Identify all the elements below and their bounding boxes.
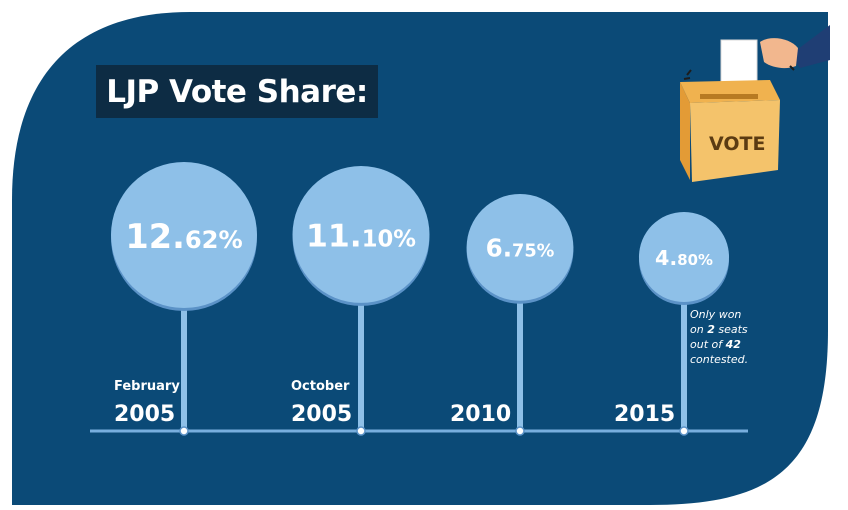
value-label-dec: 62% [185,226,243,254]
note-line-2-post: seats [714,323,748,336]
axis-dot [679,426,689,436]
axis-dot [515,426,525,436]
note-line-1: Only won [690,308,742,321]
bubble-stem [358,298,364,431]
note-seats-won: 2 [707,323,715,336]
value-label-int: 11. [306,218,362,254]
note-line-4: contested. [690,353,749,366]
axis-dot [356,426,366,436]
bubble-mark [111,162,257,308]
bubble-stem [181,304,187,431]
note-seats-contested: 42 [725,338,741,351]
sparkle-icon [683,65,795,80]
x-year-label: 2010 [450,402,511,427]
note-line-2: on 2 seats [690,322,770,337]
value-label: 4.80% [655,246,713,270]
value-label-dec: 75% [512,242,555,262]
bubble-mark [466,194,574,301]
x-year-label: 2005 [114,402,175,427]
bubble-mark [638,212,730,303]
vote-label: VOTE [709,133,765,155]
note-line-2-pre: on [690,323,708,336]
value-label-dec: 80% [677,251,713,269]
value-label-int: 12. [125,217,184,256]
bubble-mark [292,166,430,303]
bubble-stem [681,298,687,431]
note-line-3: out of 42 [690,337,770,352]
bubble-stem [517,296,523,431]
value-label: 6.75% [486,234,555,263]
value-label: 12.62% [125,217,242,256]
axis-dot [179,426,189,436]
value-label: 11.10% [306,218,416,254]
value-label-dec: 10% [362,226,416,252]
vote-box-icon [680,80,780,182]
hand-icon [760,25,830,69]
value-label-int: 6. [486,234,512,263]
x-month-label: February [114,379,180,394]
note-line-3-pre: out of [690,338,726,351]
chart-title: LJP Vote Share: [96,65,378,118]
x-year-label: 2005 [291,402,352,427]
x-year-label: 2015 [614,402,675,427]
note-annotation: Only won on 2 seats out of 42 contested. [690,307,770,367]
value-label-int: 4. [655,246,677,270]
x-month-label: October [291,379,350,394]
